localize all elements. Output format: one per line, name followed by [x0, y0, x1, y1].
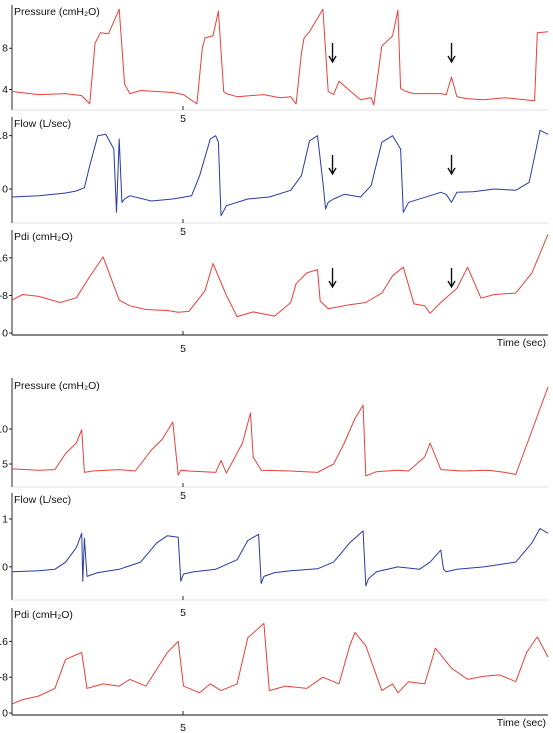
chart-top-panel-flow: Flow (L/sec) 0.80 5: [0, 117, 549, 238]
y-tick-label: 0: [2, 328, 8, 340]
y-tick-label: -8: [0, 290, 8, 302]
chart-bottom-panel-flow: Flow (L/sec) 10 5: [2, 493, 549, 619]
x-tick-label: 5: [180, 226, 186, 238]
pressure-trace: [11, 386, 549, 477]
y-tick-label: 0: [2, 708, 8, 720]
x-tick-label: 5: [180, 607, 186, 619]
pressure-trace: [11, 8, 549, 106]
y-axis-label: Pdi (cmH₂O): [14, 231, 73, 243]
x-tick-label: 5: [180, 722, 186, 733]
arrow-head: [328, 55, 337, 64]
y-tick-label: 0: [2, 561, 8, 573]
y-tick-label: 10: [0, 424, 8, 436]
arrow-head: [328, 280, 337, 289]
arrow-head: [328, 167, 337, 176]
y-tick-label: -16: [0, 636, 8, 648]
y-ticks: 10: [2, 513, 12, 573]
y-ticks: 84: [2, 43, 12, 96]
arrow-head: [447, 55, 456, 64]
x-tick-label: 5: [180, 113, 186, 125]
y-axis-label: Pressure (cmH₂O): [14, 6, 100, 18]
x-tick-label: 5: [180, 490, 186, 502]
y-tick-label: 5: [2, 459, 8, 471]
x-tick-label: 5: [180, 343, 186, 355]
flow-trace: [11, 129, 549, 217]
y-tick-label: 0.8: [0, 130, 8, 142]
x-axis-label: Time (sec): [497, 337, 546, 349]
y-tick-label: 4: [2, 84, 8, 96]
arrows: [328, 155, 456, 176]
flow-trace: [11, 528, 549, 587]
y-tick-label: -8: [0, 672, 8, 684]
chart-top-panel-pdi: Pdi (cmH₂O) -16 -8 0 5 Time (sec): [0, 230, 549, 355]
y-ticks: -16 -8 0: [0, 636, 12, 720]
y-tick-label: -16: [0, 252, 8, 264]
arrow-head: [447, 280, 456, 289]
y-axis-label: Flow (L/sec): [14, 494, 71, 506]
chart-bottom-panel-pressure: Pressure (cmH₂O) 10 5 5: [0, 378, 549, 502]
arrows: [328, 43, 456, 64]
x-axis-label: Time (sec): [497, 717, 546, 729]
y-ticks: 0.80: [0, 130, 12, 196]
chart-bottom-panel-pdi: Pdi (cmH₂O) -16 -8 0 5 Time (sec): [0, 608, 549, 733]
arrows: [328, 268, 456, 289]
y-tick-label: 1: [2, 513, 8, 525]
y-axis-label: Pressure (cmH₂O): [14, 380, 100, 392]
y-axis-label: Pdi (cmH₂O): [14, 609, 73, 621]
pdi-trace: [11, 234, 549, 318]
y-tick-label: 0: [2, 184, 8, 196]
chart-top: Pressure (cmH₂O) 84 5 Flow (L/sec) 0.80 …: [0, 5, 549, 355]
y-ticks: 10 5: [0, 424, 12, 471]
arrow-head: [447, 167, 456, 176]
y-axis-label: Flow (L/sec): [14, 118, 71, 130]
pdi-trace: [11, 622, 549, 705]
chart-bottom: Pressure (cmH₂O) 105 5 Flow (L/sec) 10 5…: [0, 378, 549, 733]
y-ticks: -16 -8 0: [0, 252, 12, 340]
y-tick-label: 8: [2, 43, 8, 55]
chart-top-panel-pressure: Pressure (cmH₂O) 84 5: [2, 5, 549, 125]
